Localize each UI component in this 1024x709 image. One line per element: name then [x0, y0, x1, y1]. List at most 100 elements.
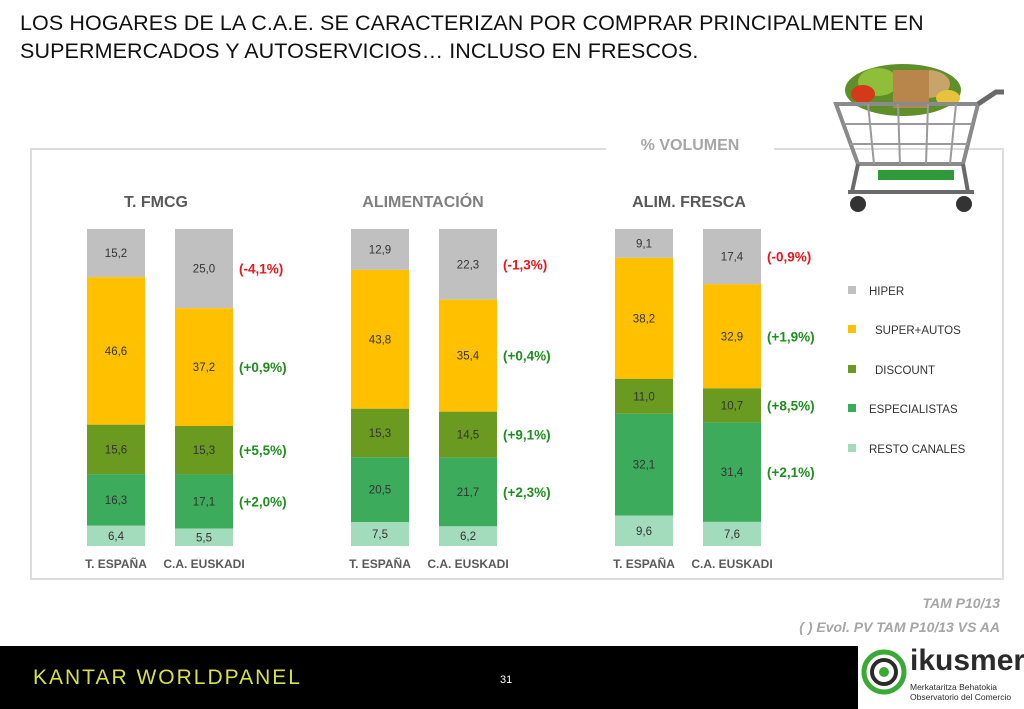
bar-segment: [175, 229, 233, 309]
data-label: 17,1: [193, 497, 215, 509]
data-label: 12,9: [369, 244, 391, 256]
legend-swatch: [848, 365, 856, 373]
bar-segment: [439, 457, 497, 527]
ikusmer-subtitle: Merkataritza Behatokia Observatorio del …: [910, 682, 1022, 702]
bar-segment: [615, 515, 673, 546]
data-label: 20,5: [369, 485, 391, 497]
bar-segment: [439, 299, 497, 412]
bar-segment: [703, 284, 761, 389]
bar-label: T. ESPAÑA: [349, 556, 411, 571]
bar-segment: [351, 408, 409, 458]
bar-segment: [351, 522, 409, 546]
data-label: 6,4: [108, 531, 125, 543]
slide-title-line-1: LOS HOGARES DE LA C.A.E. SE CARACTERIZAN…: [20, 11, 924, 35]
data-label: 37,2: [193, 362, 215, 374]
unit-label: % VOLUMEN: [606, 136, 774, 156]
bar-segment: [439, 229, 497, 300]
bar-segment: [439, 526, 497, 546]
data-label: 5,5: [196, 532, 212, 544]
ikusmer-subtitle-2: Observatorio del Comercio: [910, 692, 1012, 702]
evolution-label: (+2,1%): [767, 465, 815, 480]
group-title: ALIMENTACIÓN: [362, 192, 483, 211]
bar-segment: [87, 474, 145, 526]
data-label: 31,4: [721, 467, 744, 479]
ikusmer-subtitle-1: Merkataritza Behatokia: [910, 682, 997, 692]
shopping-cart-icon: [833, 64, 1004, 212]
data-label: 10,7: [721, 400, 743, 412]
group-title: T. FMCG: [124, 194, 188, 211]
data-label: 16,3: [105, 495, 127, 507]
legend-swatch: [848, 444, 856, 452]
ikusmer-logo: ikusmer Merkataritza Behatokia Observato…: [858, 642, 1024, 709]
evolution-label: (+5,5%): [239, 443, 287, 458]
bar-segment: [703, 521, 761, 546]
group-title: ALIM. FRESCA: [632, 194, 746, 211]
evolution-label: (+9,1%): [503, 428, 551, 443]
bar-segment: [87, 277, 145, 425]
bar-label: C.A. EUSKADI: [691, 557, 772, 571]
data-label: 22,3: [457, 259, 479, 271]
slide-title: LOS HOGARES DE LA C.A.E. SE CARACTERIZAN…: [20, 9, 1010, 65]
evolution-label: (+0,9%): [239, 360, 287, 375]
data-label: 9,1: [636, 238, 652, 250]
evolution-label: (-1,3%): [503, 257, 547, 272]
ikusmer-logo-icon: [861, 649, 907, 695]
data-label: 38,2: [633, 313, 655, 325]
data-label: 15,2: [105, 248, 127, 260]
evolution-label: (+8,5%): [767, 398, 815, 413]
data-label: 35,4: [457, 351, 480, 363]
bar-segment: [439, 411, 497, 458]
data-label: 46,6: [105, 346, 127, 358]
kantar-worldpanel-logo: KANTAR WORLDPANEL: [33, 666, 302, 689]
data-label: 7,6: [724, 529, 740, 541]
data-label: 7,5: [372, 529, 388, 541]
legend-swatch: [848, 325, 856, 333]
data-label: 15,3: [193, 445, 215, 457]
data-label: 14,5: [457, 430, 479, 442]
data-label: 15,6: [105, 444, 127, 456]
data-label: 17,4: [721, 252, 744, 264]
evolution-label: (-0,9%): [767, 250, 811, 265]
evolution-label: (-4,1%): [239, 262, 283, 277]
legend-swatch: [848, 404, 856, 412]
bar-label: C.A. EUSKADI: [163, 557, 244, 571]
legend-label: SUPER+AUTOS: [875, 325, 961, 337]
bar-segment: [351, 457, 409, 523]
bar-segment: [175, 474, 233, 529]
bar-label: T. ESPAÑA: [85, 556, 147, 571]
legend-swatch: [848, 286, 856, 294]
legend-label: RESTO CANALES: [869, 444, 966, 456]
period-note: TAM P10/13: [922, 595, 1000, 611]
legend-label: HIPER: [869, 286, 904, 298]
bar-segment: [175, 425, 233, 475]
evolution-label: (+2,3%): [503, 485, 551, 500]
bar-segment: [615, 413, 673, 516]
data-label: 32,9: [721, 331, 743, 343]
bar-segment: [703, 229, 761, 285]
evolution-label: (+0,4%): [503, 349, 551, 364]
page-number: 31: [500, 674, 513, 686]
evolution-label: (+1,9%): [767, 329, 815, 344]
bar-segment: [351, 229, 409, 270]
bar-segment: [87, 525, 145, 546]
bar-segment: [615, 229, 673, 258]
data-label: 6,2: [460, 531, 476, 543]
bar-segment: [87, 424, 145, 475]
legend-label: DISCOUNT: [875, 365, 935, 377]
legend-label: ESPECIALISTAS: [869, 404, 958, 416]
slide-title-line-2: SUPERMERCADOS Y AUTOSERVICIOS… INCLUSO E…: [20, 39, 699, 63]
data-label: 21,7: [457, 487, 479, 499]
bar-segment: [351, 269, 409, 409]
bar-segment: [615, 378, 673, 414]
bar-label: C.A. EUSKADI: [427, 557, 508, 571]
evolution-note: ( ) Evol. PV TAM P10/13 VS AA: [799, 619, 1000, 635]
data-label: 25,0: [193, 264, 215, 276]
bar-segment: [703, 422, 761, 522]
bar-segment: [703, 388, 761, 423]
data-label: 11,0: [633, 391, 655, 403]
data-label: 9,6: [636, 526, 652, 538]
evolution-label: (+2,0%): [239, 495, 287, 510]
bar-segment: [615, 257, 673, 379]
bar-label: T. ESPAÑA: [613, 556, 675, 571]
